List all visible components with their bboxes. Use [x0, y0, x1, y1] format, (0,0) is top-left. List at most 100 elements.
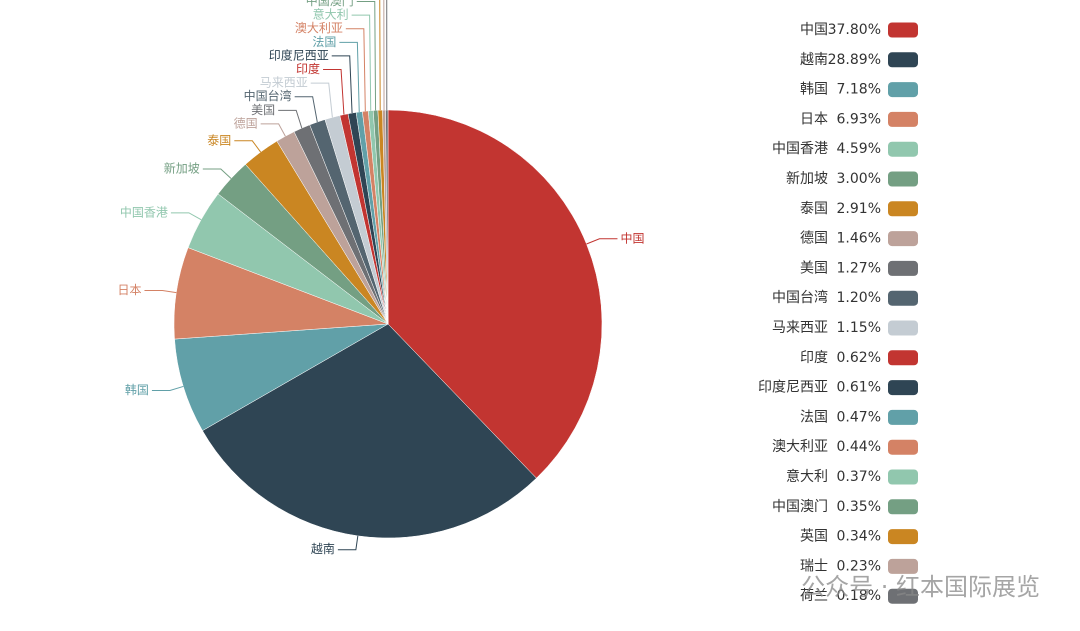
slice-label: 中国台湾: [244, 88, 292, 103]
legend-swatch: [888, 111, 918, 127]
slice-label: 泰国: [207, 133, 231, 147]
legend-value: 0.44%: [837, 439, 881, 455]
legend-swatch: [888, 82, 918, 98]
label-line: [310, 82, 333, 118]
legend-value: 6.93%: [837, 111, 881, 127]
label-line: [144, 290, 177, 294]
legend-swatch: [888, 529, 918, 545]
slice-label: 意大利: [313, 7, 349, 22]
legend-swatch: [888, 171, 918, 187]
slice-label: 美国: [251, 103, 275, 117]
legend-value: 2.91%: [837, 201, 881, 217]
legend-value: 1.20%: [837, 290, 881, 306]
legend-value: 28.89%: [828, 52, 881, 68]
watermark: 公众号 · 红本国际展览: [801, 573, 1040, 601]
legend-swatch: [888, 141, 918, 157]
legend-label: 印度: [800, 350, 828, 366]
label-line: [294, 96, 318, 123]
legend-value: 3.00%: [837, 171, 881, 187]
legend-swatch: [888, 201, 918, 217]
legend-swatch: [888, 409, 918, 425]
legend-value: 0.61%: [837, 380, 881, 396]
legend-label: 荷兰: [800, 588, 828, 604]
legend-label: 新加坡: [786, 171, 828, 187]
slice-label: 日本: [117, 283, 141, 297]
legend-swatch: [888, 290, 918, 306]
legend-value: 1.27%: [837, 260, 881, 276]
legend-label: 中国澳门: [772, 499, 828, 515]
label-line: [586, 238, 618, 245]
legend-swatch: [888, 499, 918, 515]
pie-slice: [387, 109, 603, 479]
label-line: [345, 28, 366, 112]
legend-label: 韩国: [800, 82, 828, 98]
slice-label: 韩国: [125, 382, 149, 397]
label-line: [356, 1, 377, 111]
legend-label: 中国香港: [772, 141, 828, 157]
label-line: [260, 123, 286, 137]
legend-value: 37.80%: [828, 22, 881, 38]
slice-label: 越南: [311, 541, 335, 556]
legend-label: 泰国: [800, 201, 828, 217]
slice-label: 德国: [234, 115, 258, 130]
legend-value: 1.46%: [837, 231, 881, 247]
legend-label: 德国: [800, 231, 828, 247]
legend-swatch: [888, 52, 918, 68]
label-line: [351, 14, 372, 111]
slice-label: 澳大利亚: [295, 21, 343, 35]
legend-label: 马来西亚: [772, 320, 828, 336]
legend-label: 美国: [800, 260, 828, 276]
legend-label: 澳大利亚: [772, 439, 828, 455]
label-line: [151, 385, 184, 392]
pie-slice: [385, 109, 389, 325]
slice-label: 中国澳门: [306, 0, 354, 8]
legend-value: 0.37%: [837, 469, 881, 485]
label-line: [383, 0, 385, 111]
legend-label: 意大利: [786, 468, 828, 485]
slice-label: 印度尼西亚: [269, 47, 329, 62]
label-line: [386, 0, 388, 111]
legend-label: 中国台湾: [772, 289, 828, 306]
label-line: [331, 55, 353, 114]
legend-swatch: [888, 22, 918, 38]
pie-slice: [202, 323, 537, 539]
legend-swatch: [888, 469, 918, 485]
legend-value: 0.62%: [837, 350, 881, 366]
legend-label: 瑞士: [800, 558, 828, 574]
legend-swatch: [888, 558, 918, 574]
legend-swatch: [888, 320, 918, 336]
legend-label: 英国: [800, 528, 828, 545]
legend-label: 日本: [800, 111, 828, 127]
legend-label: 越南: [800, 52, 828, 68]
legend-label: 印度尼西亚: [758, 380, 828, 396]
label-line: [234, 140, 262, 153]
slice-label: 法国: [312, 35, 336, 49]
label-line: [202, 168, 232, 179]
slice-label: 马来西亚: [260, 76, 308, 90]
label-line: [278, 109, 303, 129]
label-line: [170, 212, 202, 221]
label-line: [379, 0, 381, 111]
label-line: [339, 41, 360, 112]
legend-swatch: [888, 588, 918, 604]
legend-value: 0.35%: [837, 499, 881, 515]
legend-swatch: [888, 439, 918, 455]
slice-label: 新加坡: [164, 160, 200, 175]
legend-value: 4.59%: [837, 141, 881, 157]
legend-label: 法国: [800, 409, 828, 425]
legend-swatch: [888, 380, 918, 396]
slice-label: 印度: [296, 61, 320, 76]
legend-value: 1.15%: [837, 320, 881, 336]
legend-swatch: [888, 260, 918, 276]
slice-label: 中国香港: [120, 204, 168, 219]
legend-value: 0.34%: [837, 529, 881, 545]
legend-swatch: [888, 231, 918, 247]
legend-value: 0.47%: [837, 409, 881, 425]
label-line: [323, 69, 345, 115]
legend-swatch: [888, 350, 918, 366]
legend-value: 0.23%: [837, 558, 881, 574]
slice-label: 中国: [620, 230, 644, 245]
legend-value: 7.18%: [837, 82, 881, 98]
label-line: [337, 535, 359, 551]
